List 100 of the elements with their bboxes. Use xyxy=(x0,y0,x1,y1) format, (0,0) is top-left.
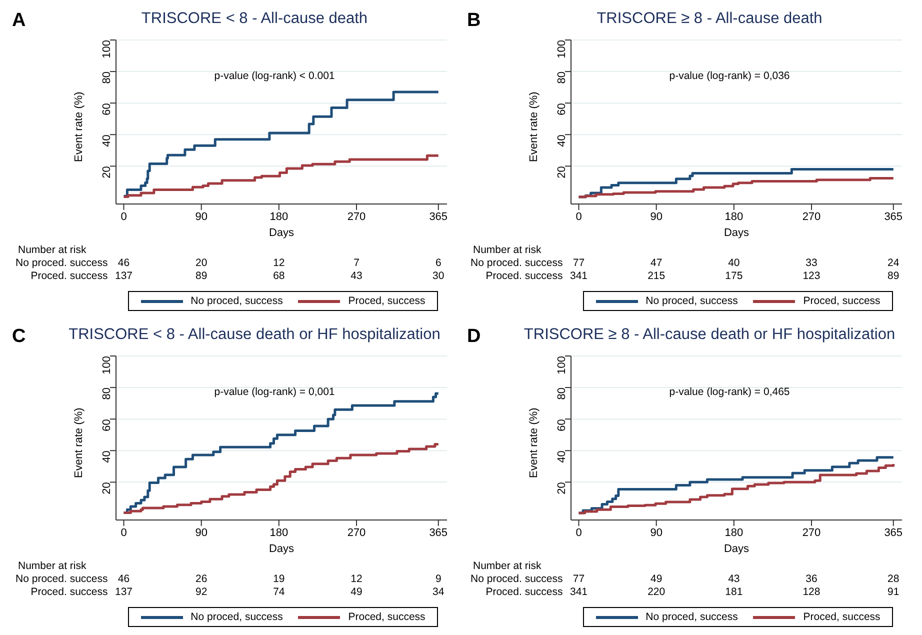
text: 181 xyxy=(724,586,744,598)
text: 46 xyxy=(118,573,130,585)
x-axis-title: Days xyxy=(724,227,750,239)
x-tick-label: 365 xyxy=(884,526,903,539)
y-tick-label: 40 xyxy=(556,134,568,147)
annotation: p-value (log-rank) = 0,036 xyxy=(669,70,790,82)
text: 68 xyxy=(272,270,286,282)
x-tick-label: 0 xyxy=(120,210,127,223)
text: Proced. success xyxy=(30,586,108,598)
y-tick-label: 100 xyxy=(100,40,113,58)
x-tick-label: 365 xyxy=(429,210,448,223)
text: 341 xyxy=(570,586,588,598)
y-tick-label: 80 xyxy=(100,388,113,400)
y-tick-label: 80 xyxy=(556,388,568,400)
y-tick-label: 40 xyxy=(100,134,113,147)
y-tick-label: 80 xyxy=(556,72,568,84)
text: Proced. success xyxy=(486,586,563,598)
legend-label: No proced, success xyxy=(646,295,738,307)
x-tick-label: 365 xyxy=(429,526,448,539)
text: 12 xyxy=(350,573,364,585)
text: 19 xyxy=(272,573,286,585)
text: Number at risk xyxy=(18,244,86,256)
chart-title: TRISCORE ≥ 8 - All-cause death xyxy=(596,10,824,28)
y-tick-label: 20 xyxy=(556,166,568,178)
text: 91 xyxy=(886,586,900,598)
x-axis-title: Days xyxy=(268,227,295,239)
text: 30 xyxy=(432,270,446,282)
text: B xyxy=(467,10,481,32)
text: D xyxy=(467,326,481,348)
text: 89 xyxy=(194,270,208,282)
x-tick-label: 0 xyxy=(576,526,582,539)
text: C xyxy=(12,326,26,348)
y-tick-label: 20 xyxy=(100,166,113,178)
text: Number at risk xyxy=(18,560,86,572)
text: Proced. success xyxy=(486,270,563,282)
chart-title: TRISCORE < 8 - All-cause death xyxy=(140,10,369,28)
text: 92 xyxy=(194,586,208,598)
text: 40 xyxy=(727,257,741,269)
text: 128 xyxy=(802,586,822,598)
text: 33 xyxy=(804,257,818,269)
y-tick-label: 20 xyxy=(100,482,113,494)
x-tick-label: 270 xyxy=(347,526,366,539)
text: No proced. success xyxy=(16,573,108,585)
text: 28 xyxy=(886,573,900,585)
text: 43 xyxy=(350,270,364,282)
y-axis-title: Event rate (%) xyxy=(528,92,540,162)
text: 215 xyxy=(646,270,666,282)
x-tick-label: 90 xyxy=(195,210,208,223)
y-tick-label: 60 xyxy=(556,103,568,116)
y-tick-label: 40 xyxy=(100,450,113,463)
text: 34 xyxy=(432,586,446,598)
text: 20 xyxy=(194,257,208,269)
text: 7 xyxy=(352,257,360,269)
text: 36 xyxy=(804,573,818,585)
text: Number at risk xyxy=(473,244,542,256)
text: No proced. success xyxy=(470,573,563,585)
text: 26 xyxy=(194,573,208,585)
text: 46 xyxy=(118,257,130,269)
text: 12 xyxy=(272,257,286,269)
text: 74 xyxy=(272,586,286,598)
text: 220 xyxy=(646,586,666,598)
y-axis-title: Event rate (%) xyxy=(528,408,540,478)
x-tick-label: 0 xyxy=(576,210,582,223)
text: Number at risk xyxy=(473,560,542,572)
y-tick-label: 40 xyxy=(556,450,568,463)
y-tick-label: 60 xyxy=(556,419,568,432)
text: 49 xyxy=(649,573,664,585)
text: A xyxy=(12,10,26,32)
text: 47 xyxy=(649,257,664,269)
text: 49 xyxy=(350,586,364,598)
x-tick-label: 270 xyxy=(802,526,821,539)
legend-label: Proced, success xyxy=(348,295,426,307)
x-tick-label: 180 xyxy=(724,210,744,223)
text: 77 xyxy=(572,573,585,585)
y-tick-label: 80 xyxy=(100,72,113,84)
y-axis-title: Event rate (%) xyxy=(72,408,85,478)
text: 6 xyxy=(434,257,442,269)
legend-label: No proced, success xyxy=(190,295,283,307)
y-tick-label: 60 xyxy=(100,103,113,116)
text: 24 xyxy=(886,257,900,269)
text: 9 xyxy=(434,573,442,585)
text: 123 xyxy=(802,270,822,282)
x-tick-label: 365 xyxy=(884,210,903,223)
x-tick-label: 270 xyxy=(802,210,821,223)
legend-label: Proced, success xyxy=(803,295,880,307)
x-tick-label: 180 xyxy=(724,526,744,539)
text: 77 xyxy=(572,257,585,269)
text: Proced. success xyxy=(30,270,108,282)
legend-label: Proced, success xyxy=(348,611,426,623)
y-tick-label: 100 xyxy=(556,356,568,374)
annotation: p-value (log-rank) = 0,465 xyxy=(669,386,790,398)
x-tick-label: 90 xyxy=(195,526,208,539)
x-tick-label: 90 xyxy=(650,210,662,223)
text: No proced. success xyxy=(16,257,108,269)
text: 175 xyxy=(724,270,744,282)
x-tick-label: 180 xyxy=(270,526,288,539)
text: 43 xyxy=(727,573,741,585)
chart-title: TRISCORE ≥ 8 - All-cause death or HF hospitalization xyxy=(522,326,896,344)
x-axis-title: Days xyxy=(724,543,750,555)
y-tick-label: 100 xyxy=(100,356,113,374)
